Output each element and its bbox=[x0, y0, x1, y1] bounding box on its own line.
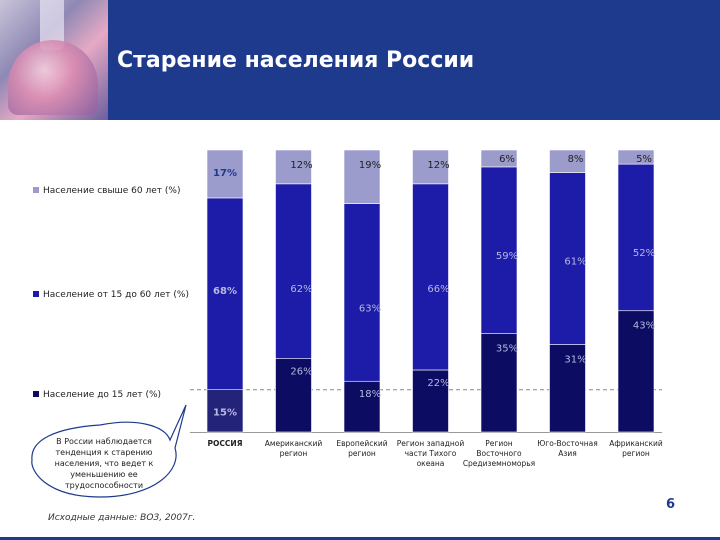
data-label: 15% bbox=[213, 408, 237, 419]
data-label: 62% bbox=[290, 284, 312, 295]
bar-segment bbox=[480, 149, 518, 168]
bar-segment bbox=[480, 332, 518, 433]
callout-text: В России наблюдается тенденция к старени… bbox=[54, 437, 154, 490]
bar-segment bbox=[412, 183, 449, 371]
legend-label: Население от 15 до 60 лет (%) bbox=[43, 290, 189, 300]
bar-segment bbox=[206, 149, 244, 199]
bar-segment bbox=[206, 197, 244, 390]
bar-segment bbox=[480, 166, 518, 334]
category-label: Восточного bbox=[476, 449, 522, 458]
bar-segment bbox=[275, 358, 312, 433]
bar-segment bbox=[343, 380, 381, 433]
callout-bubble bbox=[31, 404, 187, 498]
data-label: 22% bbox=[427, 378, 449, 389]
bar-segment bbox=[206, 389, 244, 433]
bar-segment bbox=[617, 310, 655, 433]
data-label: 17% bbox=[213, 168, 237, 179]
data-label: 6% bbox=[499, 154, 515, 165]
category-label: Регион bbox=[485, 439, 513, 448]
data-label: 66% bbox=[427, 284, 449, 295]
data-label: 31% bbox=[564, 355, 586, 366]
bar-segment bbox=[412, 149, 449, 185]
bar-segment bbox=[275, 183, 312, 359]
data-label: 5% bbox=[636, 154, 652, 165]
legend-label: Население свыше 60 лет (%) bbox=[43, 186, 180, 196]
legend-swatch bbox=[33, 291, 39, 297]
source-note: Исходные данные: ВОЗ, 2007г. bbox=[48, 513, 196, 523]
data-label: 19% bbox=[359, 160, 381, 171]
bar-segment bbox=[549, 149, 586, 173]
category-label: регион bbox=[280, 449, 308, 458]
header-banner: Старение населения России bbox=[0, 0, 720, 120]
category-label: океана bbox=[417, 459, 445, 468]
legend-swatch bbox=[33, 391, 39, 397]
bar-segment bbox=[617, 149, 655, 165]
category-label: РОССИЯ bbox=[208, 439, 243, 448]
footer-rule bbox=[0, 537, 720, 540]
data-label: 59% bbox=[496, 251, 518, 262]
category-label: Африканский bbox=[609, 439, 663, 448]
data-label: 12% bbox=[427, 160, 449, 171]
bar-segment bbox=[343, 203, 381, 382]
category-label: Американский bbox=[265, 439, 323, 448]
data-label: 43% bbox=[633, 321, 655, 332]
page-title: Старение населения России bbox=[117, 48, 475, 73]
category-label: Юго-Восточная bbox=[537, 439, 598, 448]
bar-segment bbox=[275, 149, 312, 185]
flask-photo bbox=[0, 0, 108, 120]
bar-segment bbox=[617, 163, 655, 312]
data-label: 61% bbox=[564, 257, 586, 268]
category-label: Европейский bbox=[336, 439, 387, 448]
category-label: части Тихого bbox=[405, 449, 457, 458]
category-label: Регион западной bbox=[397, 439, 465, 448]
data-label: 18% bbox=[359, 389, 381, 400]
data-label: 12% bbox=[290, 160, 312, 171]
data-label: 63% bbox=[359, 304, 381, 315]
page-number: 6 bbox=[666, 497, 676, 512]
flask-body bbox=[8, 40, 98, 115]
data-label: 26% bbox=[290, 367, 312, 378]
category-label: регион bbox=[622, 449, 650, 458]
bar-segment bbox=[549, 344, 586, 433]
bar-segment bbox=[343, 149, 381, 204]
category-label: Азия bbox=[558, 449, 577, 458]
data-label: 68% bbox=[213, 286, 237, 297]
data-label: 52% bbox=[633, 248, 655, 259]
legend-swatch bbox=[33, 187, 39, 193]
category-label: регион bbox=[348, 449, 376, 458]
data-label: 8% bbox=[568, 154, 584, 165]
data-label: 35% bbox=[496, 343, 518, 354]
bar-segment bbox=[549, 172, 586, 345]
legend-label: Население до 15 лет (%) bbox=[43, 390, 161, 400]
category-label: Средиземноморья bbox=[463, 459, 535, 468]
